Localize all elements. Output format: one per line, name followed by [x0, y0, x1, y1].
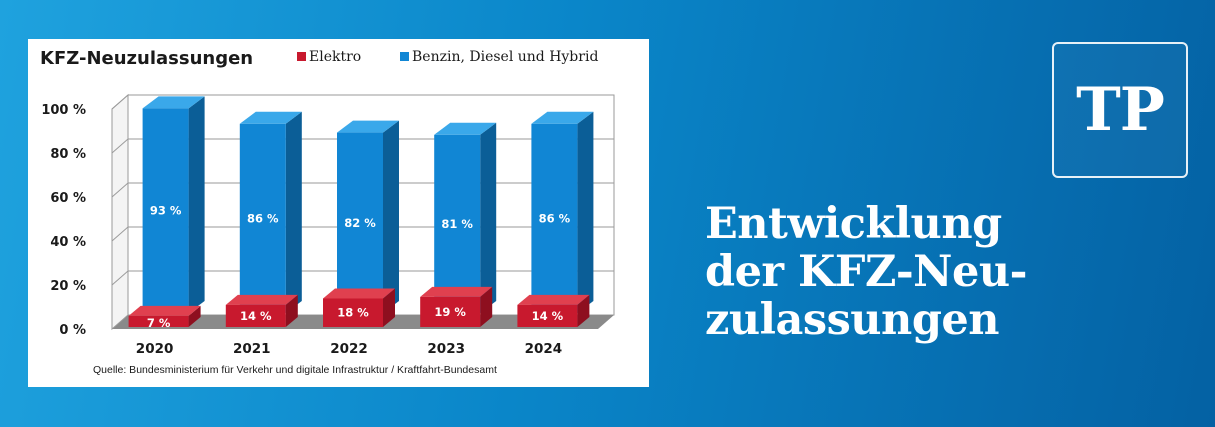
- bar-elektro-2022: [323, 298, 383, 327]
- gridline-side: [111, 138, 129, 154]
- y-tick-label: 100 %: [41, 103, 86, 118]
- bar-elektro-2024-top: [517, 294, 590, 305]
- data-label-elektro: 14 %: [240, 309, 272, 323]
- bar-elektro-2023: [420, 296, 481, 327]
- data-label-benzin: 86 %: [539, 211, 571, 225]
- chart-title: KFZ-Neuzulassungen: [40, 48, 253, 69]
- bar-elektro-2020: [128, 315, 189, 327]
- x-tick-label: 2020: [136, 341, 174, 357]
- bar-benzin-2023-side: [480, 122, 497, 313]
- bar-chart: KFZ-Neuzulassungen Elektro Benzin, Diese…: [40, 48, 615, 376]
- bar-benzin-2021-side: [285, 111, 302, 313]
- bar-benzin-2020: [142, 108, 189, 314]
- legend-swatch-benzin: [400, 52, 409, 61]
- bar-benzin-2023: [434, 134, 481, 313]
- bar-elektro-2023-top: [420, 286, 493, 297]
- legend-swatch-elektro: [297, 52, 306, 61]
- data-label-elektro: 7 %: [147, 316, 171, 330]
- bar-benzin-2022-top: [337, 120, 399, 133]
- data-label-benzin: 93 %: [150, 204, 182, 218]
- source-note: Quelle: Bundesministerium für Verkehr un…: [93, 364, 497, 376]
- bar-elektro-2023-side: [480, 286, 493, 327]
- gridline-side: [111, 94, 129, 110]
- bar-benzin-2022: [337, 132, 383, 313]
- legend-label-elektro: Elektro: [309, 49, 361, 65]
- plot-area: 0 % 20 % 40 % 60 % 80 % 100 % 93 % 7 % 2020 86 % 1…: [41, 93, 615, 357]
- bar-elektro-2021-top: [225, 294, 298, 305]
- y-tick-label: 20 %: [50, 279, 86, 294]
- x-tick-label: 2023: [427, 341, 465, 357]
- bar-elektro-2021: [225, 304, 286, 327]
- bar-benzin-2023-top: [434, 122, 497, 135]
- data-label-benzin: 82 %: [344, 216, 376, 230]
- bar-benzin-2024: [531, 123, 578, 313]
- gridline-side: [111, 270, 129, 286]
- legend-label-benzin: Benzin, Diesel und Hybrid: [412, 49, 598, 65]
- bar-elektro-2022-side: [383, 288, 395, 327]
- x-tick-label: 2021: [233, 341, 271, 357]
- y-tick-label: 0 %: [59, 323, 86, 338]
- bar-benzin-2020-side: [188, 96, 205, 314]
- y-tick-label: 80 %: [50, 147, 86, 162]
- bar-benzin-2022-side: [383, 120, 399, 313]
- tp-logo: TP: [1052, 42, 1188, 178]
- side-wall: [111, 93, 129, 331]
- bar-elektro-2020-side: [188, 305, 201, 327]
- y-tick-label: 60 %: [50, 191, 86, 206]
- bar-elektro-2021-side: [285, 294, 298, 327]
- data-label-elektro: 19 %: [434, 305, 466, 319]
- headline-line-1: Entwicklung: [705, 199, 1002, 249]
- bar-benzin-2021-top: [239, 111, 302, 124]
- bar-benzin-2021: [239, 123, 286, 313]
- headline-line-2: der KFZ-Neu-: [705, 247, 1027, 297]
- y-tick-label: 40 %: [50, 235, 86, 250]
- headline-line-3: zulassungen: [705, 295, 1000, 345]
- headline: Entwicklung der KFZ-Neu- zulassungen: [705, 200, 1185, 344]
- x-tick-label: 2024: [525, 341, 563, 357]
- logo-text: TP: [1076, 75, 1165, 145]
- bar-elektro-2024-side: [577, 294, 590, 327]
- data-label-elektro: 14 %: [532, 309, 564, 323]
- gridline-side: [111, 226, 129, 242]
- data-label-benzin: 81 %: [441, 217, 473, 231]
- chart-panel: KFZ-Neuzulassungen Elektro Benzin, Diese…: [28, 39, 649, 387]
- gridline-side: [111, 182, 129, 198]
- x-tick-label: 2022: [330, 341, 368, 357]
- bar-elektro-2022-top: [323, 288, 395, 299]
- data-label-elektro: 18 %: [337, 306, 369, 320]
- bar-benzin-2020-top: [142, 96, 205, 109]
- bar-benzin-2024-top: [531, 111, 594, 124]
- data-label-benzin: 86 %: [247, 211, 279, 225]
- bar-elektro-2020-top: [128, 305, 201, 316]
- bar-elektro-2024: [517, 304, 578, 327]
- bar-benzin-2024-side: [577, 111, 594, 313]
